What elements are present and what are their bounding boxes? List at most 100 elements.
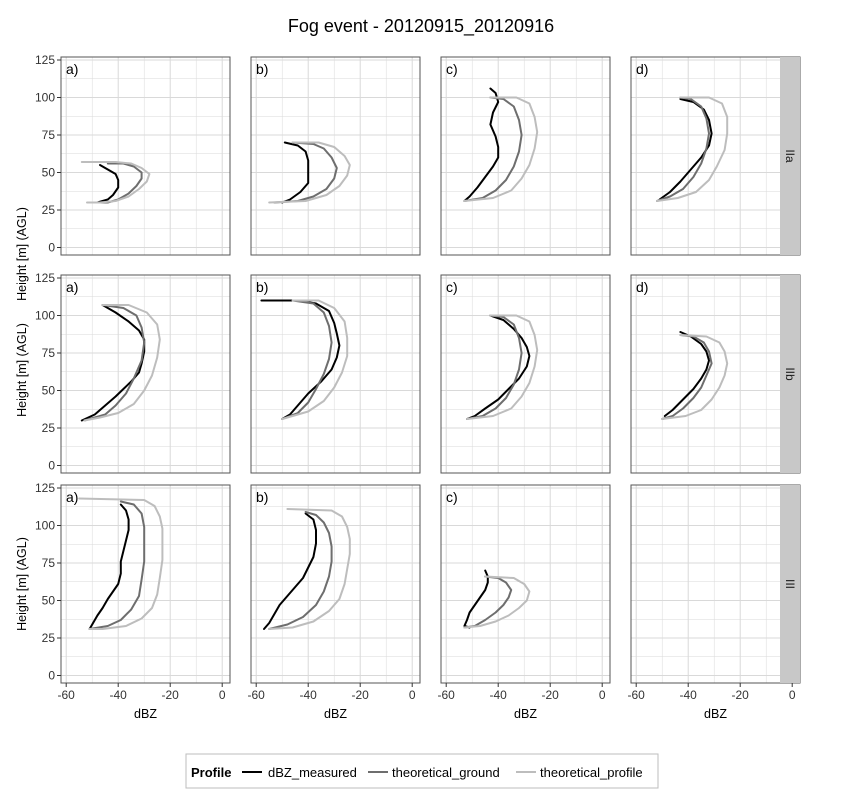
y-tick-label: 125 <box>35 53 55 67</box>
panel-background <box>631 275 800 473</box>
y-tick-label: 100 <box>35 519 55 533</box>
x-tick-label: -20 <box>162 688 180 702</box>
x-tick-label: -40 <box>110 688 128 702</box>
series-line-theoretical-profile <box>80 161 151 204</box>
y-tick-label: 50 <box>42 594 56 608</box>
y-tick-label: 25 <box>42 631 56 645</box>
x-tick-label: 0 <box>409 688 416 702</box>
y-axis-title-row-3: Height [m] (AGL) <box>15 537 29 631</box>
x-tick-label: -40 <box>490 688 508 702</box>
facet-strip-label: IIa <box>783 149 797 163</box>
x-tick-label: -40 <box>300 688 318 702</box>
series-line-theoretical-profile <box>656 96 729 202</box>
legend-label-theoretical-profile: theoretical_profile <box>540 765 643 780</box>
x-tick-label: -20 <box>352 688 370 702</box>
panel-label: a) <box>66 279 78 295</box>
legend-title: Profile <box>191 765 231 780</box>
chart-title: Fog event - 20120915_20120916 <box>288 16 554 37</box>
y-axis-title-row-1: Height [m] (AGL) <box>15 207 29 301</box>
series-line-dBZ-measured <box>80 304 146 422</box>
series-line-dBZ-measured <box>263 512 317 630</box>
series-line-theoretical-profile <box>268 141 351 204</box>
series-line-theoretical-ground <box>268 511 333 630</box>
x-tick-label: 0 <box>599 688 606 702</box>
facet-panel: a) 0 25 50 75 100 125 <box>35 271 231 474</box>
x-tick-label: -60 <box>248 688 266 702</box>
series-line-theoretical-ground <box>656 96 710 202</box>
panel-label: d) <box>636 61 648 77</box>
series-line-dBZ-measured <box>466 314 531 420</box>
panel-background <box>61 485 230 683</box>
y-tick-label: 0 <box>48 459 55 473</box>
series-line-dBZ-measured <box>88 503 130 630</box>
panel-label: b) <box>256 61 268 77</box>
y-tick-label: 125 <box>35 481 55 495</box>
y-tick-label: 25 <box>42 203 56 217</box>
series-line-theoretical-profile <box>661 334 729 420</box>
panel-background <box>61 57 230 255</box>
facet-strip-label: III <box>783 579 797 589</box>
panel-background <box>441 485 610 683</box>
panel-border <box>440 56 611 256</box>
panel-label: c) <box>446 61 458 77</box>
y-tick-label: 125 <box>35 271 55 285</box>
panel-background <box>251 485 420 683</box>
series-line-dBZ-measured <box>663 331 710 417</box>
facet-strip <box>780 485 800 683</box>
y-tick-label: 50 <box>42 166 56 180</box>
x-axis-title: dBZ <box>134 707 157 721</box>
y-tick-label: 100 <box>35 91 55 105</box>
panel-border <box>60 274 231 474</box>
facet-panel: c) -60 -40 -20 0 dBZ <box>438 484 611 721</box>
facet-strip-label: IIb <box>783 367 797 381</box>
series-line-dBZ-measured <box>96 164 120 204</box>
series-line-theoretical-ground <box>281 299 333 420</box>
series-line-theoretical-ground <box>88 500 146 630</box>
panel-label: b) <box>256 279 268 295</box>
series-line-theoretical-profile <box>281 299 349 420</box>
panel-label: b) <box>256 489 268 505</box>
series-line-theoretical-ground <box>466 314 523 420</box>
panel-label: a) <box>66 61 78 77</box>
facet-panel: d) <box>630 274 801 474</box>
facet-strip <box>780 275 800 473</box>
facet-panel: c) <box>440 274 611 474</box>
legend-box <box>185 753 659 789</box>
x-axis-title: dBZ <box>704 707 727 721</box>
legend-label-theoretical-ground: theoretical_ground <box>392 765 500 780</box>
panel-border <box>440 274 611 474</box>
y-tick-label: 75 <box>42 346 56 360</box>
panel-label: a) <box>66 489 78 505</box>
panel-label: d) <box>636 279 648 295</box>
legend-label-dbz-measured: dBZ_measured <box>268 765 357 780</box>
panels-grid: a) 0 25 50 75 100 125 b) c) d) IIa a) 0 25 50 75 100 125 b… <box>35 53 801 721</box>
y-tick-label: 75 <box>42 556 56 570</box>
series-line-dBZ-measured <box>463 569 489 629</box>
y-tick-label: 75 <box>42 128 56 142</box>
x-tick-label: -20 <box>732 688 750 702</box>
x-axis-title: dBZ <box>324 707 347 721</box>
y-tick-label: 0 <box>48 241 55 255</box>
facet-panel: -60 -40 -20 0 dBZ <box>628 484 801 721</box>
facet-panel: b) -60 -40 -20 0 dBZ <box>248 484 421 721</box>
x-tick-label: -60 <box>438 688 456 702</box>
series-line-theoretical-profile <box>83 304 161 422</box>
y-tick-label: 100 <box>35 309 55 323</box>
series-line-theoretical-profile <box>463 575 531 629</box>
panel-background <box>251 275 420 473</box>
panel-border <box>250 56 421 256</box>
panel-background <box>631 57 800 255</box>
panel-background <box>251 57 420 255</box>
series-line-theoretical-profile <box>268 508 351 630</box>
series-line-theoretical-ground <box>273 141 338 204</box>
x-tick-label: 0 <box>219 688 226 702</box>
panel-background <box>631 485 800 683</box>
series-line-dBZ-measured <box>281 141 310 204</box>
x-tick-label: 0 <box>789 688 796 702</box>
series-line-theoretical-ground <box>83 304 146 422</box>
x-tick-label: -40 <box>680 688 698 702</box>
panel-label: c) <box>446 489 458 505</box>
x-tick-label: -20 <box>542 688 560 702</box>
panel-border <box>60 56 231 256</box>
